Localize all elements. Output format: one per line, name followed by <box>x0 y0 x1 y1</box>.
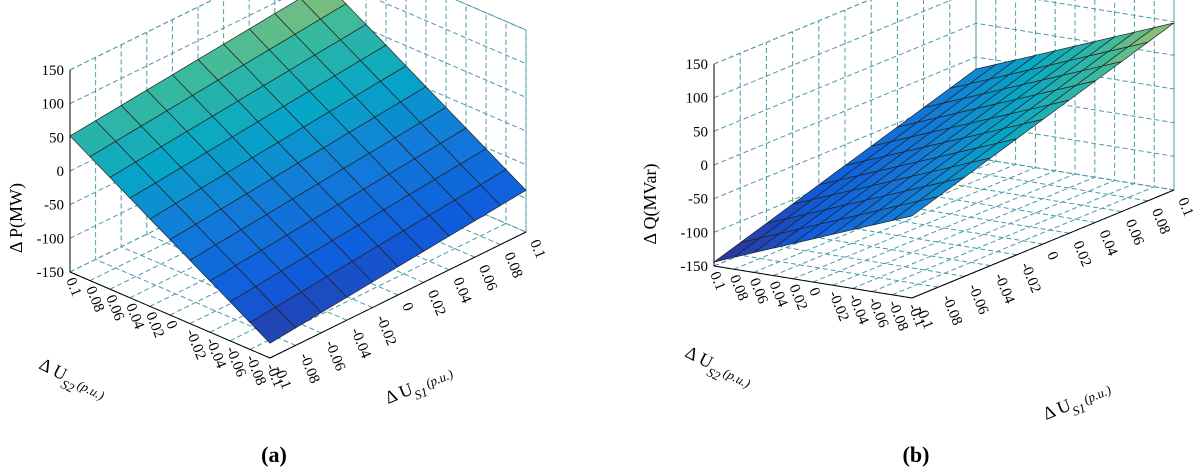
grid-line-z <box>713 0 1175 99</box>
y-tick-label: 0.08 <box>726 273 751 303</box>
svg-text:Δ US1(p.u.): Δ US1(p.u.) <box>382 362 458 413</box>
x-tick-label: -0.04 <box>347 326 374 361</box>
panel-a-x-axis-label: Δ US1(p.u.) <box>382 362 458 413</box>
y-tick-label: 0.06 <box>746 276 771 307</box>
y-axis-line <box>69 271 271 359</box>
panel-a-y-axis-label: Δ US2(p.u.) <box>33 354 108 410</box>
y-tick-label: 0 <box>805 286 823 299</box>
z-tick-label: 100 <box>686 91 709 107</box>
z-tick-label: 50 <box>693 124 708 140</box>
panel-b-x-axis-label: Δ US1(p.u.) <box>1040 378 1116 429</box>
grid-line-y <box>892 0 1155 296</box>
x-tick-label: 0 <box>1043 250 1061 263</box>
y-axis-line <box>713 265 913 299</box>
x-tick-label: 0.02 <box>1069 239 1094 269</box>
x-tick-label: 0.06 <box>475 263 500 294</box>
x-tick-label: 0.04 <box>1096 228 1121 259</box>
grid-line-y <box>793 0 1056 280</box>
x-tick-label: -0.08 <box>938 293 965 328</box>
x-tick-label: 0.06 <box>1122 217 1147 248</box>
surface-patch <box>713 237 761 263</box>
x-tick-label: 0.08 <box>1148 206 1173 236</box>
grid-line-y <box>733 0 997 270</box>
y-tick-label: -0.02 <box>825 289 852 324</box>
grid-line-y <box>209 4 467 333</box>
x-tick-label: 0.02 <box>424 288 449 318</box>
z-tick-label: 150 <box>42 63 65 79</box>
panel-b-label: (b) <box>903 442 930 467</box>
grid-line-y <box>149 0 407 307</box>
x-tick-label: 0.1 <box>1174 196 1196 219</box>
y-tick-label: 0.1 <box>62 276 84 299</box>
y-tick-label: 0.02 <box>785 282 810 312</box>
x-tick-label: -0.08 <box>296 351 323 386</box>
panel-b-y-axis-label: Δ US2(p.u.) <box>679 342 754 398</box>
x-tick-label: -0.02 <box>373 313 400 348</box>
z-tick-label: 0 <box>57 164 65 180</box>
grid-line-y <box>812 0 1076 283</box>
y-tick-label: -0.02 <box>182 327 209 362</box>
panel-a-z-axis-label: Δ P(MW) <box>6 183 27 253</box>
z-tick-label: 50 <box>49 130 64 146</box>
z-tick-label: -100 <box>37 231 65 247</box>
z-tick-label: 0 <box>701 158 709 174</box>
x-axis-line <box>911 189 1175 299</box>
svg-text:Δ US2(p.u.): Δ US2(p.u.) <box>679 342 754 398</box>
grid-line-y <box>129 0 387 299</box>
z-tick-label: -50 <box>44 198 64 214</box>
panel-a-label: (a) <box>261 442 287 467</box>
x-tick-label: 0.1 <box>526 238 548 261</box>
z-tick-label: -150 <box>37 265 65 281</box>
grid-line-y <box>753 0 1017 273</box>
x-tick-label: -0.06 <box>321 338 348 373</box>
z-tick-label: -50 <box>688 192 708 208</box>
x-tick-label: 0.04 <box>449 275 474 306</box>
x-axis-line <box>269 231 527 359</box>
x-tick-label: -0.02 <box>1017 260 1044 295</box>
z-tick-label: 100 <box>42 97 65 113</box>
grid-line-y <box>229 12 487 342</box>
panel-b-z-axis-label: Δ Q(MVar) <box>640 163 661 244</box>
surface <box>69 0 527 344</box>
x-tick-label: -0.04 <box>991 271 1018 306</box>
z-tick-label: 150 <box>686 57 709 73</box>
grid-line-y <box>269 30 527 359</box>
grid-line-y <box>169 0 427 316</box>
z-tick-label: -100 <box>681 225 709 241</box>
svg-text:Δ US1(p.u.): Δ US1(p.u.) <box>1040 378 1116 429</box>
grid-line-y <box>249 21 507 350</box>
svg-text:Δ US2(p.u.): Δ US2(p.u.) <box>33 354 108 410</box>
x-tick-label: -0.06 <box>965 282 992 317</box>
x-tick-label: 0.08 <box>501 250 526 280</box>
grid-line-y <box>189 0 447 325</box>
x-tick-label: 0 <box>398 301 416 314</box>
surface-patch <box>249 306 297 344</box>
z-tick-label: -150 <box>681 259 709 275</box>
grid-line-y <box>773 0 1036 277</box>
y-tick-label: 0.08 <box>82 284 107 314</box>
surface <box>713 22 1175 263</box>
y-tick-label: 0.1 <box>706 270 728 293</box>
y-tick-label: 0.04 <box>766 279 791 310</box>
